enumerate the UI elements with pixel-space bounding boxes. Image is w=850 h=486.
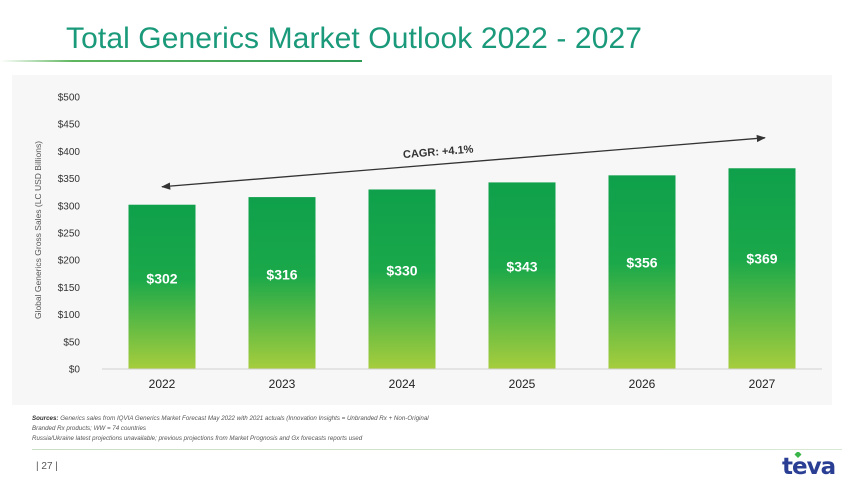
bar-value-label: $356 [626,254,657,270]
footer-divider [32,449,842,450]
cagr-label: CAGR: +4.1% [403,143,475,161]
title-underline [0,60,362,62]
y-axis-label: Global Generics Gross Sales (LC USD Bill… [33,141,43,319]
y-tick-label: $150 [58,283,81,294]
bar-value-label: $369 [746,251,777,267]
y-tick-label: $0 [69,365,81,376]
svg-text:teva: teva [782,454,835,480]
bar-2027 [728,168,796,369]
chart-panel: $0 $50 $100 $150 $200 $250 $300 $350 $400 $450 $50… [12,75,832,405]
y-tick-label: $250 [58,229,81,240]
y-tick-label: $450 [58,120,81,131]
sources-line-1: Generics sales from IQVIA Generics Marke… [58,415,429,422]
y-tick-label: $50 [63,337,80,348]
cagr-arrow [161,134,766,190]
x-tick-label: 2023 [269,377,296,391]
y-tick-label: $300 [58,201,81,212]
sources-note: Sources: Generics sales from IQVIA Gener… [32,414,592,444]
bar-value-label: $302 [146,271,177,287]
y-tick-label: $200 [58,256,81,267]
page-number: | 27 | [36,461,58,472]
teva-logo: teva [782,452,836,480]
bar-chart: $0 $50 $100 $150 $200 $250 $300 $350 $400 $450 $50… [33,93,822,391]
bar-2025 [488,182,556,369]
bar-value-label: $330 [386,262,417,278]
y-tick-label: $400 [58,147,81,158]
sources-line-2: Branded Rx products; WW = 74 countries [32,425,147,432]
bar-2023 [248,197,316,369]
bar-2024 [368,189,436,369]
y-tick-label: $100 [58,310,81,321]
x-tick-label: 2026 [629,377,656,391]
y-tick-label: $350 [58,174,81,185]
sources-label: Sources: [32,415,59,422]
y-tick-label: $500 [58,93,81,104]
x-tick-label: 2024 [389,377,416,391]
page-title: Total Generics Market Outlook 2022 - 202… [66,22,643,55]
bar-value-label: $316 [266,266,297,282]
x-tick-label: 2022 [149,377,176,391]
x-tick-label: 2025 [509,377,536,391]
bar-2022 [128,204,196,369]
bar-2026 [608,175,676,369]
bar-value-label: $343 [506,258,537,274]
x-tick-label: 2027 [749,377,776,391]
sources-line-3: Russia/Ukraine latest projections unavai… [32,435,363,442]
